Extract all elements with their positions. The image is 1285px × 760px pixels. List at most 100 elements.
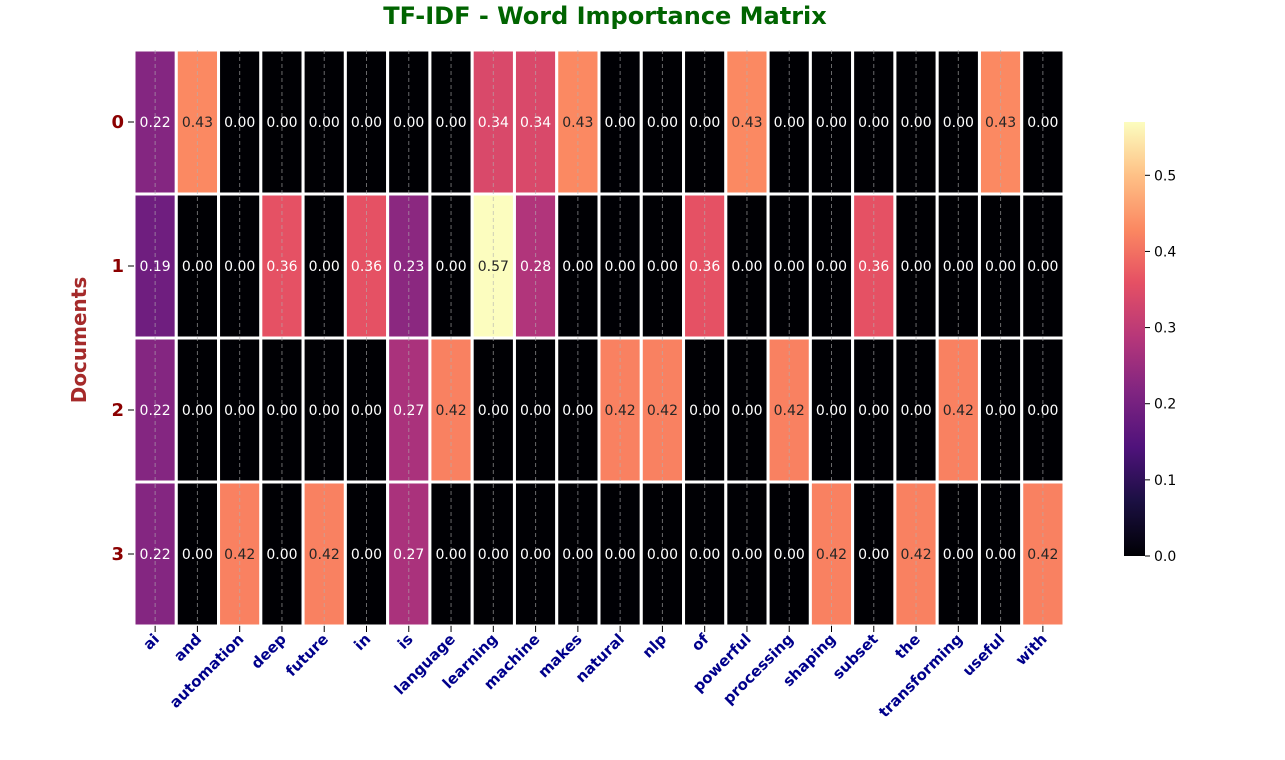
cell-value-label: 0.00: [858, 547, 889, 563]
colorbar-tick-label: 0.1: [1154, 473, 1176, 489]
x-tick-label: nlp: [639, 630, 671, 662]
cell-value-label: 0.57: [478, 259, 509, 275]
y-axis-label: Documents: [67, 277, 91, 404]
cell-value-label: 0.00: [182, 547, 213, 563]
cell-value-label: 0.00: [774, 115, 805, 131]
x-tick-label: is: [394, 630, 417, 653]
cell-value-label: 0.00: [985, 259, 1016, 275]
colorbar: [1124, 122, 1145, 556]
cell-value-label: 0.00: [689, 547, 720, 563]
y-tick-label: 1: [111, 256, 124, 277]
cell-value-label: 0.36: [266, 259, 297, 275]
cell-value-label: 0.00: [309, 259, 340, 275]
cell-value-label: 0.00: [858, 115, 889, 131]
colorbar-tick-label: 0.3: [1154, 321, 1176, 337]
cell-value-label: 0.00: [182, 259, 213, 275]
y-axis-ticks: 0 1 2 3: [111, 112, 134, 565]
y-tick-label: 3: [111, 544, 124, 565]
cell-value-label: 0.42: [1027, 547, 1058, 563]
x-tick-label: with: [1012, 630, 1051, 669]
colorbar-tick-label: 0.2: [1154, 397, 1176, 413]
cell-value-label: 0.43: [985, 115, 1016, 131]
grid-lines: [154, 50, 1044, 626]
cell-value-label: 0.42: [605, 403, 636, 419]
cell-value-label: 0.00: [900, 259, 931, 275]
cell-value-label: 0.22: [140, 403, 171, 419]
cell-value-label: 0.23: [393, 259, 424, 275]
cell-value-label: 0.43: [562, 115, 593, 131]
cell-value-label: 0.42: [435, 403, 466, 419]
y-tick-label: 2: [111, 400, 124, 421]
cell-value-label: 0.00: [900, 403, 931, 419]
cell-value-label: 0.34: [478, 115, 509, 131]
cell-value-label: 0.00: [266, 115, 297, 131]
cell-value-label: 0.00: [351, 547, 382, 563]
cell-value-label: 0.00: [605, 547, 636, 563]
cell-value-label: 0.00: [731, 403, 762, 419]
cell-value-label: 0.00: [816, 259, 847, 275]
cell-value-label: 0.00: [605, 259, 636, 275]
colorbar-tick-label: 0.4: [1154, 244, 1176, 260]
cell-value-label: 0.00: [478, 547, 509, 563]
cell-value-label: 0.00: [435, 115, 466, 131]
cell-value-label: 0.42: [774, 403, 805, 419]
cell-value-label: 0.00: [351, 115, 382, 131]
cell-value-label: 0.00: [774, 547, 805, 563]
cell-value-label: 0.36: [858, 259, 889, 275]
colorbar-gradient: [1124, 122, 1145, 556]
cell-value-label: 0.43: [731, 115, 762, 131]
cell-value-label: 0.00: [816, 403, 847, 419]
cell-value-label: 0.00: [689, 115, 720, 131]
cell-labels: 0.22 0.43 0.00 0.00 0.00 0.00 0.00 0.00 0.34 0.34…: [140, 115, 1059, 563]
cell-value-label: 0.00: [647, 259, 678, 275]
colorbar-tick-label: 0.5: [1154, 168, 1176, 184]
cell-value-label: 0.42: [309, 547, 340, 563]
cell-value-label: 0.00: [985, 403, 1016, 419]
cell-value-label: 0.43: [182, 115, 213, 131]
cell-value-label: 0.42: [647, 403, 678, 419]
cell-value-label: 0.00: [816, 115, 847, 131]
cell-value-label: 0.00: [435, 547, 466, 563]
cell-value-label: 0.00: [266, 547, 297, 563]
cell-value-label: 0.00: [224, 403, 255, 419]
x-tick-label: future: [282, 630, 332, 680]
cell-value-label: 0.00: [435, 259, 466, 275]
cell-value-label: 0.00: [562, 259, 593, 275]
cell-value-label: 0.00: [182, 403, 213, 419]
cell-value-label: 0.00: [985, 547, 1016, 563]
x-tick-label: ai: [139, 630, 163, 654]
y-tick-label: 0: [111, 112, 124, 133]
cell-value-label: 0.00: [731, 259, 762, 275]
cell-value-label: 0.00: [647, 547, 678, 563]
cell-value-label: 0.00: [900, 115, 931, 131]
cell-value-label: 0.00: [520, 547, 551, 563]
x-tick-label: subset: [829, 630, 882, 683]
cell-value-label: 0.00: [774, 259, 805, 275]
cell-value-label: 0.00: [393, 115, 424, 131]
x-tick-label: and: [170, 630, 205, 665]
cell-value-label: 0.42: [900, 547, 931, 563]
cell-value-label: 0.27: [393, 547, 424, 563]
x-tick-label: automation: [166, 630, 248, 712]
cell-value-label: 0.00: [520, 403, 551, 419]
x-tick-label: of: [688, 630, 713, 655]
cell-value-label: 0.42: [943, 403, 974, 419]
x-tick-label: the: [891, 630, 924, 663]
cell-value-label: 0.27: [393, 403, 424, 419]
cell-value-label: 0.00: [224, 259, 255, 275]
cell-value-label: 0.22: [140, 115, 171, 131]
cell-value-label: 0.36: [351, 259, 382, 275]
cell-value-label: 0.28: [520, 259, 551, 275]
cell-value-label: 0.00: [309, 403, 340, 419]
cell-value-label: 0.22: [140, 547, 171, 563]
heatmap-cells: [132, 48, 1066, 628]
cell-value-label: 0.00: [647, 115, 678, 131]
cell-value-label: 0.00: [943, 259, 974, 275]
cell-value-label: 0.00: [351, 403, 382, 419]
cell-value-label: 0.00: [1027, 115, 1058, 131]
cell-value-label: 0.00: [731, 547, 762, 563]
cell-value-label: 0.34: [520, 115, 551, 131]
cell-value-label: 0.00: [478, 403, 509, 419]
cell-value-label: 0.00: [689, 403, 720, 419]
